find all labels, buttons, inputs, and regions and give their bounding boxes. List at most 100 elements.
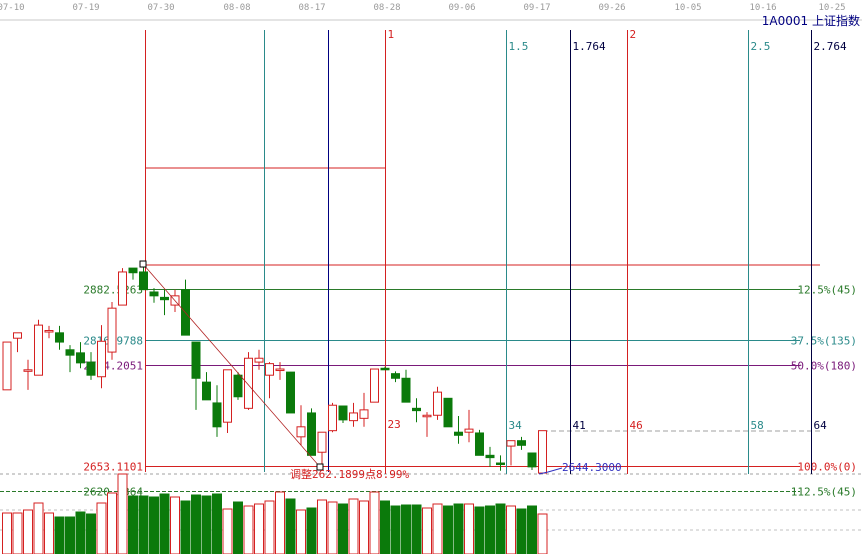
volume-bar — [390, 505, 401, 554]
candle-up — [317, 431, 327, 453]
candle-down — [412, 407, 421, 412]
fib-ratio-label: 12.5%(45) — [797, 284, 857, 297]
volume-bar — [317, 499, 327, 554]
volume-bar — [149, 496, 159, 554]
symbol-code: 1A0001 — [761, 14, 809, 28]
candle-up — [244, 357, 253, 409]
volume-bar — [275, 491, 285, 554]
volume-bar — [65, 516, 75, 554]
time-ratio-label: 1 — [388, 28, 395, 41]
bar-count-label: 41 — [573, 419, 586, 432]
volume-bar — [254, 503, 264, 554]
candle-down — [65, 349, 75, 356]
candle-down — [233, 374, 243, 398]
volume-bar — [495, 503, 506, 554]
candle-down — [496, 462, 505, 466]
x-tick-label: 07-10 — [0, 3, 25, 13]
candle-down — [391, 373, 400, 379]
candle-down — [191, 341, 201, 379]
candle-down — [307, 412, 316, 456]
candle-down — [212, 402, 222, 428]
volume-bar — [464, 503, 474, 554]
candle-down — [55, 332, 64, 343]
candle-up — [328, 404, 337, 432]
candle-down — [443, 397, 453, 428]
volume-bar — [285, 498, 296, 554]
time-ratio-label: 2.764 — [814, 40, 847, 53]
candle-up — [254, 357, 264, 363]
volume-bar — [243, 505, 254, 554]
candle-down — [338, 405, 348, 421]
volume-bar — [201, 495, 212, 554]
volume-bar — [327, 501, 338, 554]
candle-down — [454, 431, 463, 436]
candle-up — [506, 440, 516, 447]
bar-count-label: 34 — [509, 419, 523, 432]
candle-down — [517, 440, 526, 446]
volume-bar — [128, 495, 138, 554]
low-price-label: 2644.3000 — [562, 461, 622, 474]
candle-down — [475, 432, 484, 456]
volume-bar — [474, 506, 485, 554]
bar-count-label: 64 — [814, 419, 828, 432]
candle-down — [149, 291, 159, 297]
candle-up — [34, 324, 43, 376]
candle-down — [139, 271, 148, 291]
x-tick-label: 08-28 — [373, 3, 400, 13]
bar-count-label: 23 — [388, 418, 401, 431]
candle-up — [422, 414, 432, 418]
symbol-name: 上证指数 — [811, 14, 860, 28]
date-axis: 07-10 07-19 07-30 08-08 08-17 08-28 09-06 09-17… — [0, 3, 862, 21]
volume-bar — [422, 507, 432, 554]
volume-bar — [411, 504, 422, 554]
volume-bar — [432, 503, 443, 554]
volume-bar — [159, 493, 170, 554]
candle-up — [433, 391, 442, 416]
volume-bar — [369, 491, 380, 554]
volume-bar — [191, 494, 201, 554]
candle-up — [359, 409, 369, 419]
volume-bar — [306, 507, 317, 554]
candle-up — [265, 363, 274, 376]
volume-bar — [453, 503, 464, 554]
volume-bar — [443, 505, 453, 554]
symbol-title: 1A0001 上证指数 — [762, 12, 860, 29]
fib-price-label: 2653.1101 — [83, 461, 143, 474]
annotations: 调整262.1899点8.99% 2644.3000 — [139, 260, 622, 481]
x-tick-label: 10-16 — [749, 3, 776, 13]
volume-bar — [180, 500, 191, 554]
candle-down — [202, 381, 211, 401]
candle-up — [2, 341, 12, 391]
candle-up — [118, 271, 127, 306]
volume-bar — [138, 495, 149, 554]
trend-diagonal-line — [142, 263, 321, 468]
volume-bar — [212, 493, 222, 554]
volume-bar — [401, 504, 411, 554]
candle-down — [128, 267, 138, 274]
bar-count-label: 46 — [630, 419, 643, 432]
volume-bar — [117, 473, 128, 554]
time-ratio-label: 1.5 — [509, 40, 529, 53]
volume-bar — [170, 496, 180, 554]
volume-bar — [359, 500, 369, 554]
volume-bar — [12, 512, 23, 554]
candle-up — [275, 368, 285, 372]
candle-down — [160, 296, 169, 301]
adjustment-label: 调整262.1899点8.99% — [290, 467, 409, 481]
candle-up — [296, 426, 306, 438]
fib-price-label: 2882.5263 — [83, 284, 143, 297]
bar-count-label: 58 — [751, 419, 764, 432]
candle-up — [370, 368, 379, 403]
volume-bar — [2, 512, 12, 554]
volume-bar — [527, 505, 537, 554]
volume-bar — [86, 513, 96, 554]
time-ratio-label: 2 — [630, 28, 637, 41]
candle-down — [86, 361, 96, 376]
volume-bar — [233, 501, 243, 554]
volume-bar — [44, 512, 54, 554]
volume-bar — [33, 502, 44, 554]
low-point-marker — [316, 463, 324, 471]
volume-bar — [516, 508, 527, 554]
volume-bar — [75, 511, 86, 554]
